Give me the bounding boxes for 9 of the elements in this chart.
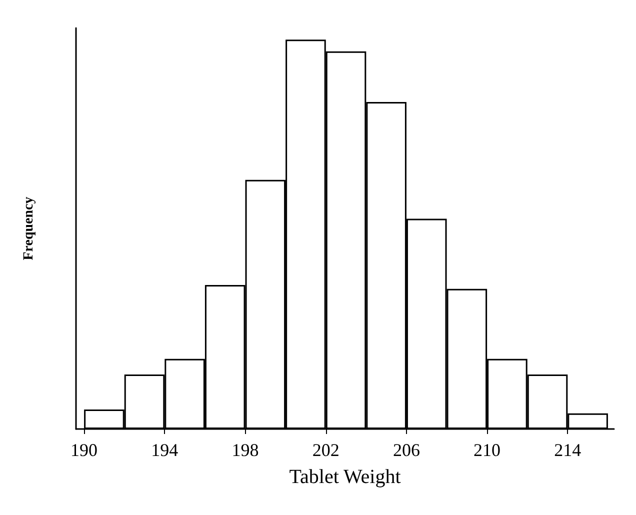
- x-tick-label: 202: [312, 440, 340, 460]
- x-tick-label: 198: [232, 440, 259, 460]
- x-tick-label: 194: [151, 440, 178, 460]
- x-tick-label: 210: [474, 440, 501, 460]
- x-tick-label: 206: [392, 440, 420, 460]
- x-axis-title: Tablet Weight: [289, 466, 402, 488]
- x-tick-label: 214: [554, 440, 582, 460]
- x-tick-label: 190: [70, 440, 98, 460]
- y-axis-title: Frequency: [22, 196, 36, 260]
